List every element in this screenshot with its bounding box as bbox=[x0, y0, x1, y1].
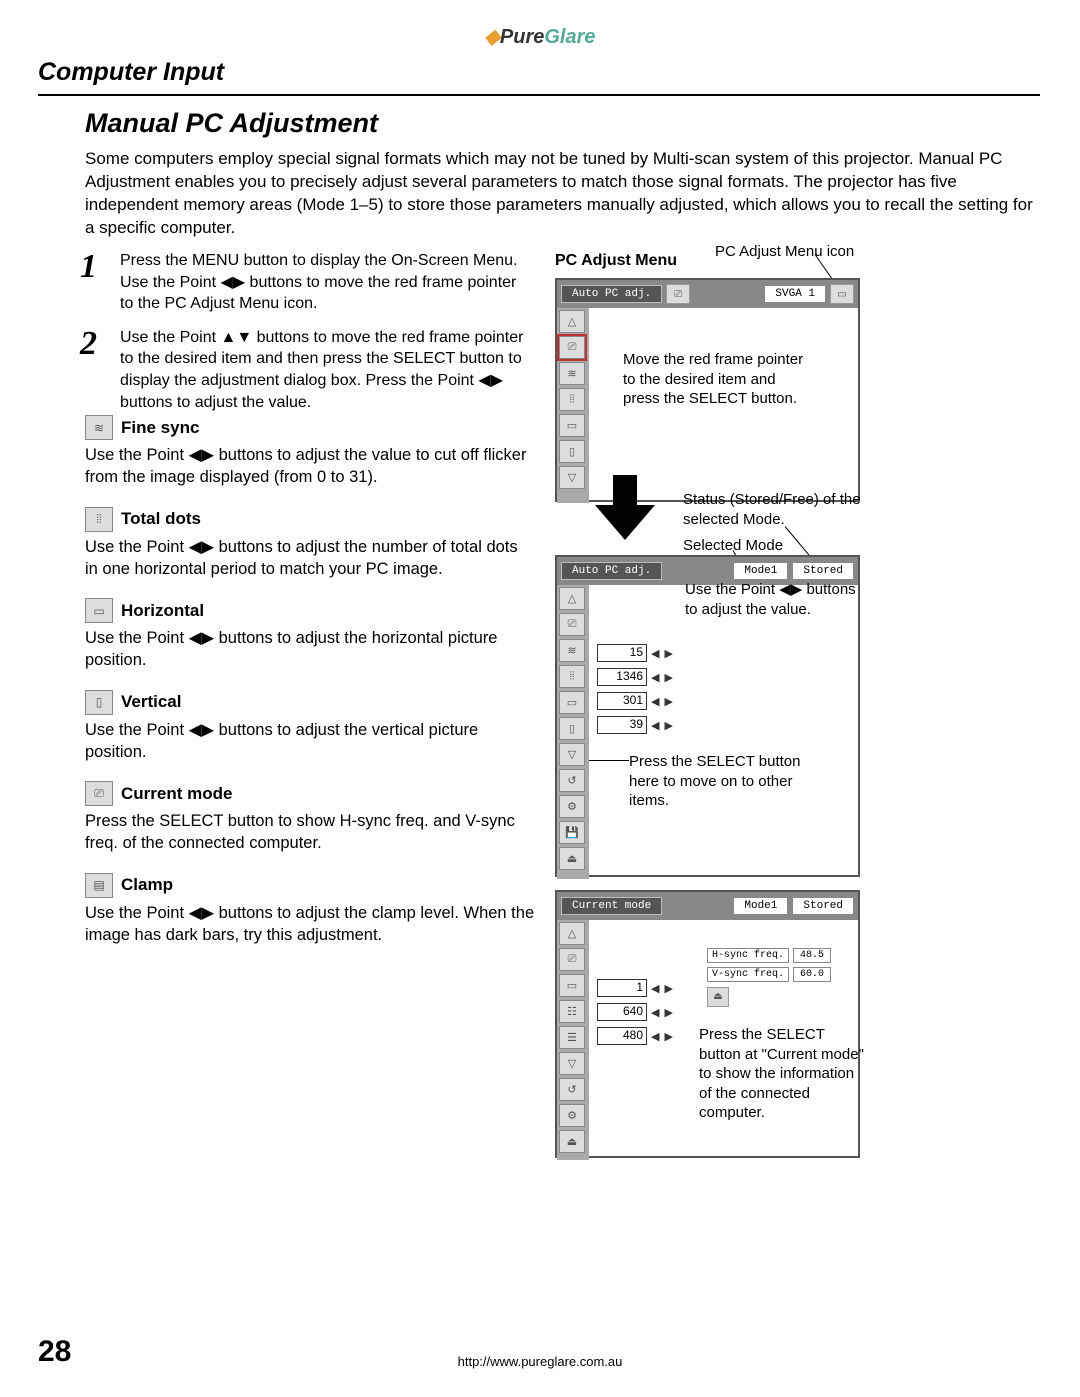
menu-item-icon: ⎚ bbox=[559, 948, 585, 971]
total-dots-icon: ⦙⦙ bbox=[85, 507, 113, 532]
vsync-value: 60.0 bbox=[793, 967, 831, 982]
up-icon bbox=[559, 922, 585, 945]
vertical-icon: ▯ bbox=[85, 690, 113, 715]
status-chip: Stored bbox=[792, 897, 854, 915]
menu-item-icon: ⎚ bbox=[559, 613, 585, 636]
down-arrow-icon bbox=[595, 475, 655, 540]
hsync-value: 48.5 bbox=[793, 948, 831, 963]
value-box: 1 bbox=[597, 979, 647, 997]
param-title: Horizontal bbox=[121, 601, 204, 621]
brand-logo: ◆PureGlare bbox=[484, 24, 595, 49]
param-title: Fine sync bbox=[121, 418, 199, 438]
menu-icon: ▭ bbox=[830, 284, 854, 304]
annotation-use-point: Use the Point ◀▶ buttons to adjust the v… bbox=[685, 580, 865, 619]
section-title: Computer Input bbox=[38, 58, 224, 87]
menu-item-icon: 💾 bbox=[559, 821, 585, 844]
up-icon bbox=[559, 587, 585, 610]
diamond-icon: ◆ bbox=[484, 26, 499, 48]
menu-label-chip: Auto PC adj. bbox=[561, 285, 662, 303]
annotation-move-pointer: Move the red frame pointer to the desire… bbox=[623, 350, 813, 409]
icon-label: PC Adjust Menu icon bbox=[715, 243, 854, 260]
menu-item-icon: ⏏ bbox=[559, 1130, 585, 1153]
horizontal-rule bbox=[38, 94, 1040, 96]
lr-arrows-icon: ◀ ▶ bbox=[651, 671, 674, 684]
annotation-current-mode: Press the SELECT button at "Current mode… bbox=[699, 1025, 869, 1123]
current-mode-icon: ⎚ bbox=[85, 781, 113, 806]
param-desc: Use the Point ◀▶ buttons to adjust the v… bbox=[85, 444, 535, 489]
up-icon bbox=[559, 310, 585, 333]
param-desc: Use the Point ◀▶ buttons to adjust the v… bbox=[85, 719, 535, 764]
menu-label-chip: Current mode bbox=[561, 897, 662, 915]
page-number: 28 bbox=[38, 1335, 71, 1369]
signal-chip: SVGA 1 bbox=[764, 285, 826, 303]
down-icon bbox=[559, 466, 585, 489]
menu-item-icon: ↺ bbox=[559, 769, 585, 792]
page-title: Manual PC Adjustment bbox=[85, 108, 378, 139]
param-desc: Press the SELECT button to show H-sync f… bbox=[85, 810, 535, 855]
value-box: 480 bbox=[597, 1027, 647, 1045]
lr-arrows-icon: ◀ ▶ bbox=[651, 647, 674, 660]
lr-arrows-icon: ◀ ▶ bbox=[651, 982, 674, 995]
params-list: ≋ Fine sync Use the Point ◀▶ buttons to … bbox=[85, 415, 535, 964]
fine-sync-icon: ≋ bbox=[85, 415, 113, 440]
pc-adjust-menu-label: PC Adjust Menu bbox=[555, 252, 677, 270]
param-title: Total dots bbox=[121, 509, 201, 529]
value-box: 39 bbox=[597, 716, 647, 734]
menu-item-icon: ▯ bbox=[559, 440, 585, 463]
menu-item-icon: ⏏ bbox=[559, 847, 585, 870]
step-text: Use the Point ▲▼ buttons to move the red… bbox=[120, 327, 530, 413]
value-box: 1346 bbox=[597, 668, 647, 686]
status-chip: Stored bbox=[792, 562, 854, 580]
menu-item-icon: ↺ bbox=[559, 1078, 585, 1101]
menu-item-icon: ⎚ bbox=[559, 336, 585, 359]
lr-arrows-icon: ◀ ▶ bbox=[651, 1006, 674, 1019]
horizontal-icon: ▭ bbox=[85, 598, 113, 623]
down-icon bbox=[559, 743, 585, 766]
menu-item-icon: ⚙ bbox=[559, 795, 585, 818]
mode-chip: Mode1 bbox=[733, 897, 788, 915]
menu-item-icon: ⚙ bbox=[559, 1104, 585, 1127]
step-number: 1 bbox=[80, 250, 120, 315]
param-title: Current mode bbox=[121, 784, 232, 804]
menu-icon: ⎚ bbox=[666, 284, 690, 304]
callout-line bbox=[589, 760, 629, 761]
value-box: 15 bbox=[597, 644, 647, 662]
param-desc: Use the Point ◀▶ buttons to adjust the c… bbox=[85, 902, 535, 947]
param-desc: Use the Point ◀▶ buttons to adjust the h… bbox=[85, 627, 535, 672]
clamp-icon: ▤ bbox=[85, 873, 113, 898]
lr-arrows-icon: ◀ ▶ bbox=[651, 719, 674, 732]
menu-item-icon: ▭ bbox=[559, 414, 585, 437]
mode-chip: Mode1 bbox=[733, 562, 788, 580]
param-title: Clamp bbox=[121, 875, 173, 895]
lr-arrows-icon: ◀ ▶ bbox=[651, 695, 674, 708]
hsync-label: H-sync freq. bbox=[707, 948, 789, 963]
menu-label-chip: Auto PC adj. bbox=[561, 562, 662, 580]
annotation-status: Status (Stored/Free) of the selected Mod… bbox=[683, 490, 873, 529]
menu-item-icon: ≋ bbox=[559, 362, 585, 385]
step-text: Press the MENU button to display the On-… bbox=[120, 250, 530, 315]
vsync-label: V-sync freq. bbox=[707, 967, 789, 982]
exit-icon: ⏏ bbox=[707, 987, 729, 1007]
annotation-press-select: Press the SELECT button here to move on … bbox=[629, 752, 829, 811]
lr-arrows-icon: ◀ ▶ bbox=[651, 1030, 674, 1043]
value-box: 640 bbox=[597, 1003, 647, 1021]
intro-text: Some computers employ special signal for… bbox=[85, 148, 1040, 240]
steps: 1 Press the MENU button to display the O… bbox=[80, 250, 530, 425]
param-desc: Use the Point ◀▶ buttons to adjust the n… bbox=[85, 536, 535, 581]
footer-url: http://www.pureglare.com.au bbox=[458, 1354, 623, 1369]
step-number: 2 bbox=[80, 327, 120, 413]
value-box: 301 bbox=[597, 692, 647, 710]
menu-item-icon: ⦙⦙ bbox=[559, 388, 585, 411]
param-title: Vertical bbox=[121, 692, 182, 712]
down-icon bbox=[559, 1052, 585, 1075]
